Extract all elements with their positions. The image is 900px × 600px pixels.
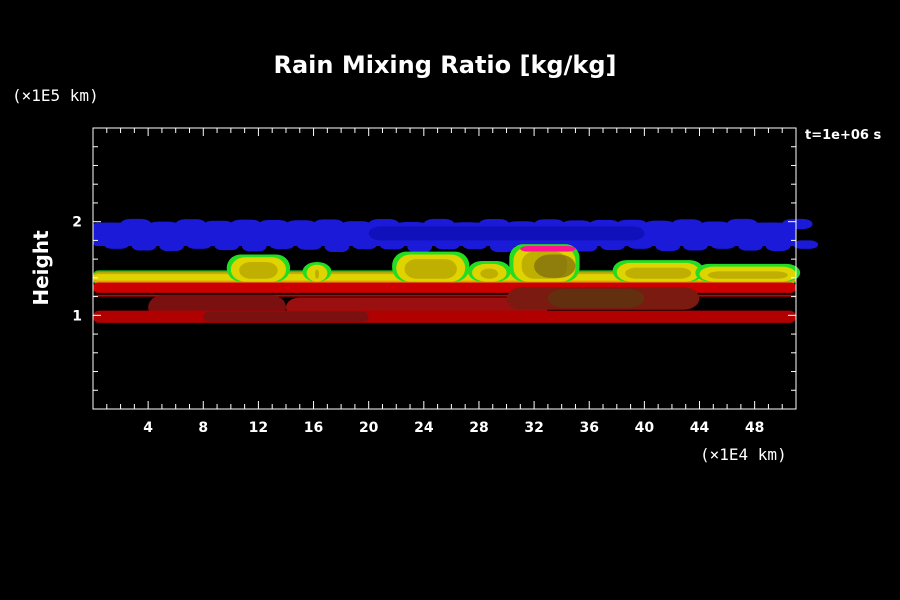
blue-band-lobe	[148, 221, 179, 230]
blue-band-lobe	[793, 240, 819, 249]
yellow-puff-core	[404, 259, 457, 279]
blue-band-lobe	[159, 240, 184, 252]
rain-field	[93, 218, 819, 323]
blue-band-lobe	[644, 220, 675, 230]
blue-band-lobe	[710, 240, 736, 249]
blue-band-lobe	[214, 240, 240, 251]
red-lower-shade	[203, 311, 369, 322]
blue-band-lobe	[324, 240, 350, 253]
time-label: t=1e+06 s	[805, 128, 881, 143]
magenta-edge	[520, 246, 576, 252]
yellow-puff-core	[314, 269, 320, 279]
y-axis-label: Height	[29, 230, 53, 306]
blue-band-lobe	[104, 240, 129, 249]
blue-band-lobe	[269, 240, 295, 249]
x-tick-labels: 4 8 12 16 20 24 28 32 36 40 44 48	[143, 420, 764, 436]
blue-band-lobe	[434, 240, 460, 250]
x-tick-label: 48	[745, 420, 764, 436]
blue-band-lobe	[93, 222, 124, 230]
yellow-puff-core	[480, 268, 499, 279]
blue-band-lobe	[572, 240, 598, 252]
x-tick-label: 16	[304, 420, 323, 436]
blue-band-lobe	[655, 240, 681, 252]
blue-band-lobe	[285, 220, 317, 230]
blue-band-lobe	[313, 219, 344, 230]
blue-band-lobe	[699, 221, 730, 230]
blue-band-lobe	[782, 218, 813, 230]
blue-band-lobe	[241, 240, 267, 252]
blue-band-lobe	[489, 240, 515, 253]
x-tick-label: 36	[579, 420, 598, 436]
blue-band-lobe	[230, 219, 262, 230]
blue-band-lobe	[627, 240, 653, 249]
blue-band-lobe	[738, 240, 763, 251]
y-tick-label: 2	[72, 215, 82, 231]
blue-band-lobe	[682, 240, 708, 251]
blue-band-lobe	[120, 218, 151, 230]
chart-title: Rain Mixing Ratio [kg/kg]	[274, 51, 617, 79]
yellow-puff-core	[239, 261, 278, 279]
blue-band-shade	[368, 226, 645, 241]
blue-band-lobe	[754, 222, 785, 230]
blue-band-lobe	[258, 219, 289, 230]
yellow-puff-core	[707, 271, 788, 279]
blue-band-lobe	[765, 240, 791, 251]
blue-band-lobe	[352, 240, 377, 250]
x-tick-label: 32	[524, 420, 543, 436]
blue-band-lobe	[671, 219, 703, 230]
x-tick-label: 24	[414, 420, 434, 436]
x-tick-label: 28	[469, 420, 488, 436]
blue-band-lobe	[462, 240, 488, 250]
x-axis-unit: (×1E4 km)	[700, 445, 787, 464]
yellow-puff-core	[625, 267, 692, 279]
plot-frame	[92, 127, 797, 410]
x-tick-label: 4	[143, 420, 153, 436]
blue-band-lobe	[131, 240, 157, 251]
blue-band-lobe	[379, 240, 405, 250]
yellow-puff-dark	[534, 254, 576, 278]
x-tick-label: 40	[635, 420, 655, 436]
blue-band-lobe	[407, 240, 433, 253]
blue-band-lobe	[727, 218, 758, 230]
x-tick-label: 20	[359, 420, 379, 436]
blue-band-lobe	[186, 240, 212, 249]
axis-ticks	[93, 128, 796, 409]
blue-band-lobe	[175, 219, 207, 230]
blue-band-lobe	[600, 240, 626, 251]
x-tick-label: 44	[690, 420, 710, 436]
blue-band-lobe	[341, 221, 372, 230]
x-tick-label: 8	[198, 420, 208, 436]
x-tick-label: 12	[249, 420, 268, 436]
y-tick-labels: 12	[72, 215, 82, 325]
red-lower-band	[93, 310, 796, 323]
red-mass-shade	[547, 289, 645, 308]
y-tick-label: 1	[72, 308, 82, 324]
y-axis-unit: (×1E5 km)	[12, 86, 99, 105]
blue-band-lobe	[297, 240, 322, 250]
blue-band-lobe	[203, 220, 234, 230]
